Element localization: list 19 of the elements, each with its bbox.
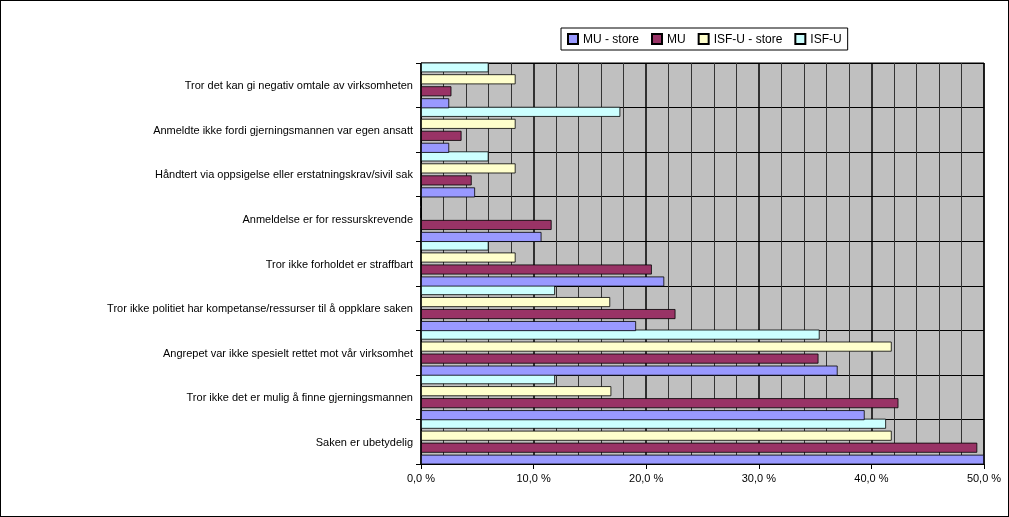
x-tick-label: 0,0 % (406, 471, 436, 484)
y-tick-label: Anmeldte ikke fordi gjerningsmannen var egen ansatt (153, 123, 413, 136)
y-tick-label: Anmeldelse er for ressurskrevende (242, 212, 413, 225)
y-tick-label: Tror ikke politiet har kompetanse/ressurser til å oppklare saken (107, 302, 413, 315)
x-tick-label: 40,0 % (854, 471, 889, 484)
legend-label: MU (667, 32, 686, 46)
y-tick-label: Håndtert via oppsigelse eller erstatningskrav/sivil sak (154, 168, 414, 181)
x-tick-label: 30,0 % (741, 471, 777, 484)
x-tick-label: 10,0 % (516, 471, 551, 484)
y-tick-label: Saken er ubetydelig (315, 435, 413, 448)
y-tick-label: Tror det kan gi negativ omtale av virksomheten (184, 79, 413, 92)
y-tick-label: Tror ikke det er mulig å finne gjerningsmannen (186, 391, 413, 404)
legend-label: ISF-U - store (713, 32, 783, 46)
legend-label: ISF-U (810, 32, 842, 46)
y-tick-label: Angrepet var ikke spesielt rettet mot vår virksomhet (162, 346, 413, 359)
x-tick-label: 20,0 % (629, 471, 664, 484)
legend-label: MU - store (583, 32, 640, 46)
y-tick-label: Tror ikke forholdet er straffbart (265, 257, 413, 270)
x-tick-label: 50,0 % (966, 471, 1002, 484)
